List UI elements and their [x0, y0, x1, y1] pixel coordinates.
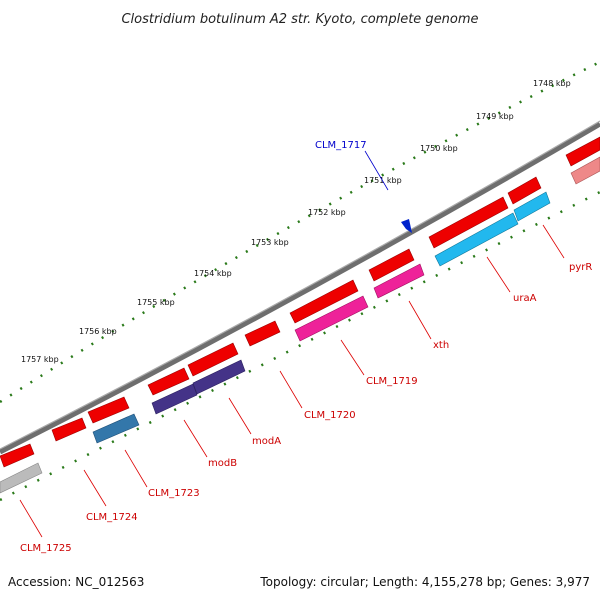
gene-pyrr-category[interactable]: [513, 191, 551, 222]
accession-text: Accession: NC_012563: [8, 575, 144, 589]
kbp-label: 1753 kbp: [251, 238, 289, 247]
gene-leader-lines: [19, 224, 565, 538]
kbp-label: 1757 kbp: [21, 355, 59, 364]
gene-moda-category[interactable]: [192, 359, 246, 395]
gene-label-clm1719[interactable]: CLM_1719: [366, 376, 418, 387]
gene-pyrr-forward[interactable]: [507, 176, 542, 205]
gene-label-clm1717[interactable]: CLM_1717: [315, 140, 367, 151]
gene-label-clm1723[interactable]: CLM_1723: [148, 488, 200, 499]
gene-label-clm1724[interactable]: CLM_1724: [86, 512, 138, 523]
kbp-label: 1748 kbp: [533, 79, 571, 88]
gene-label-pyrr[interactable]: pyrR: [569, 262, 592, 273]
map-title: Clostridium botulinum A2 str. Kyoto, com…: [121, 12, 478, 27]
kbp-label: 1755 kbp: [137, 298, 175, 307]
kbp-label: 1756 kbp: [79, 327, 117, 336]
kbp-label: 1754 kbp: [194, 269, 232, 278]
gene-leader-line-clm1717: [364, 150, 389, 191]
gene-edge-category[interactable]: [570, 156, 600, 185]
gene-label-uraa[interactable]: uraA: [513, 293, 537, 304]
gene-edge-forward[interactable]: [565, 136, 600, 167]
kbp-label: 1749 kbp: [476, 112, 514, 121]
gene-moda-forward[interactable]: [187, 342, 239, 377]
category-gene-row: [0, 156, 600, 494]
inner-scale-track: [0, 190, 600, 502]
genome-backbone-highlight: [0, 120, 600, 450]
gene-label-modb[interactable]: modB: [208, 458, 237, 469]
gene-clm1723-category[interactable]: [92, 413, 140, 444]
gene-label-moda[interactable]: modA: [252, 436, 281, 447]
gene-clm1717-marker[interactable]: [401, 219, 412, 233]
gene-uraa-category[interactable]: [434, 212, 519, 267]
topology-summary: Topology: circular; Length: 4,155,278 bp…: [259, 575, 590, 589]
gene-xth-category[interactable]: [373, 263, 425, 299]
gene-clm1720-forward[interactable]: [244, 320, 281, 347]
gene-clm1719-category[interactable]: [294, 295, 369, 342]
gene-label-clm1720[interactable]: CLM_1720: [304, 410, 356, 421]
kbp-label: 1750 kbp: [420, 144, 458, 153]
gene-modb-forward[interactable]: [147, 367, 190, 396]
kbp-label: 1752 kbp: [308, 208, 346, 217]
genome-backbone: [0, 121, 600, 455]
gene-label-xth[interactable]: xth: [433, 340, 449, 351]
gene-uraa-forward[interactable]: [428, 196, 509, 249]
gene-clm1723-forward[interactable]: [87, 396, 130, 424]
gene-label-clm1725[interactable]: CLM_1725: [20, 543, 72, 554]
gene-clm1719-forward[interactable]: [289, 279, 359, 324]
gene-clm1725-category[interactable]: [0, 462, 43, 494]
forward-gene-row: [0, 136, 600, 468]
gene-clm1725-forward[interactable]: [0, 443, 35, 468]
gene-xth-forward[interactable]: [368, 248, 415, 282]
gene-modb-category[interactable]: [151, 383, 198, 415]
gene-clm1724-forward[interactable]: [51, 417, 87, 442]
